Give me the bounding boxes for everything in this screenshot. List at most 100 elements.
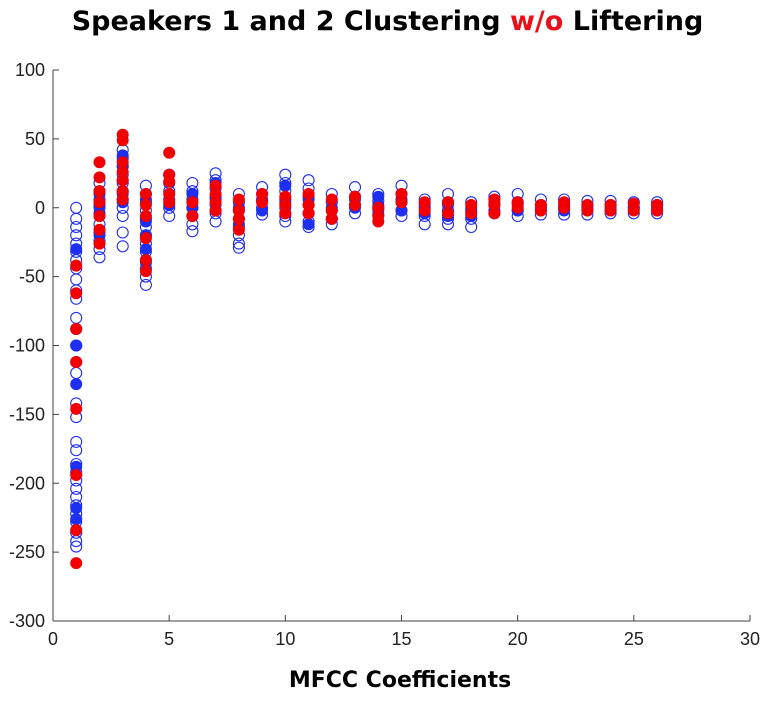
data-point-series-2 [70,243,83,256]
data-point-series-2 [279,179,292,192]
data-point-series-3 [93,210,106,222]
data-point-series-3 [93,196,106,209]
data-point-series-3 [139,210,152,222]
data-point-series-3 [139,188,152,200]
chart-title-highlight: w/o [509,6,564,37]
data-point-series-1 [163,209,176,223]
data-point-series-3 [70,287,83,300]
data-point-series-1 [116,226,129,239]
data-point-series-3 [372,215,385,228]
x-tick-label: 20 [508,629,528,649]
data-point-series-3 [116,134,129,147]
data-point-series-3 [534,204,547,217]
data-point-series-1 [70,201,83,214]
data-point-series-1 [93,251,106,264]
data-point-series-3 [163,196,176,209]
data-point-series-3 [70,469,83,481]
data-point-series-3 [70,557,83,570]
x-tick-label: 25 [624,629,644,649]
data-point-series-3 [302,188,315,200]
data-point-series-3 [163,175,176,188]
data-point-series-3 [604,204,617,217]
data-point-series-1 [70,444,83,457]
data-point-series-3 [232,193,245,206]
data-point-series-3 [581,204,594,217]
data-point-series-3 [93,237,106,250]
data-point-series-2 [70,339,83,352]
y-tick-label: -50 [19,267,45,287]
data-point-series-3 [558,201,571,214]
data-point-series-1 [70,311,83,324]
data-point-series-3 [70,402,83,415]
data-point-series-2 [70,378,83,391]
data-point-series-1 [418,218,431,231]
data-point-series-3 [139,265,152,278]
data-point-series-3 [93,156,106,169]
data-point-series-3 [325,193,338,206]
data-point-series-3 [139,254,152,267]
x-tick-label: 5 [164,629,174,649]
data-point-series-3 [465,207,478,220]
data-point-series-3 [116,174,129,187]
data-point-series-3 [70,259,83,272]
data-point-series-3 [70,356,83,368]
data-point-series-1 [232,241,245,254]
data-point-series-3 [256,196,269,209]
data-point-series-3 [279,207,292,220]
x-axis-label: MFCC Coefficients [288,668,512,693]
data-point-series-1 [70,435,83,448]
y-tick-label: -150 [9,404,45,424]
data-point-series-1 [465,220,478,234]
data-point-series-1 [302,174,315,187]
data-point-series-3 [209,204,222,217]
data-point-series-1 [70,540,83,553]
data-point-series-3 [232,212,245,225]
chart-title-prefix: Speakers 1 and 2 Clustering [71,6,510,37]
data-point-series-1 [70,220,83,234]
data-point-series-3 [139,232,152,245]
data-point-series-2 [70,502,83,514]
y-tick-label: 100 [15,60,45,80]
data-point-series-3 [349,199,361,211]
data-point-series-1 [232,237,245,250]
y-tick-label: 50 [25,129,45,149]
data-point-series-1 [70,482,83,495]
data-point-series-3 [325,212,338,225]
data-point-series-3 [93,185,106,198]
data-point-series-3 [93,223,106,236]
data-point-series-1 [209,215,222,228]
points-layer [70,128,664,570]
data-point-series-3 [302,207,315,220]
data-point-series-3 [163,146,176,159]
data-point-series-3 [139,199,152,211]
data-point-series-3 [627,204,640,217]
data-point-series-3 [93,171,106,184]
x-tick-label: 30 [740,629,760,649]
data-point-series-1 [139,278,152,291]
data-point-series-1 [70,273,83,286]
x-tick-label: 10 [275,629,295,649]
data-point-series-1 [70,229,83,242]
y-tick-label: -300 [9,611,45,631]
data-point-series-3 [488,207,501,220]
data-point-series-3 [70,323,83,335]
x-tick-label: 0 [48,629,58,649]
data-point-series-1 [70,366,83,380]
data-point-series-3 [418,204,431,217]
data-point-series-1 [70,212,83,225]
data-point-series-3 [186,210,199,222]
data-point-series-1 [186,225,199,238]
data-point-series-2 [302,218,315,231]
data-point-series-3 [70,524,83,537]
data-point-series-3 [186,196,199,209]
data-point-series-3 [232,223,245,236]
data-point-series-3 [651,204,664,217]
data-point-series-3 [442,207,454,220]
data-point-series-2 [70,513,83,526]
data-point-series-3 [442,196,454,209]
y-tick-label: -200 [9,473,45,493]
y-tick-label: 0 [35,198,45,218]
y-tick-label: -250 [9,542,45,562]
